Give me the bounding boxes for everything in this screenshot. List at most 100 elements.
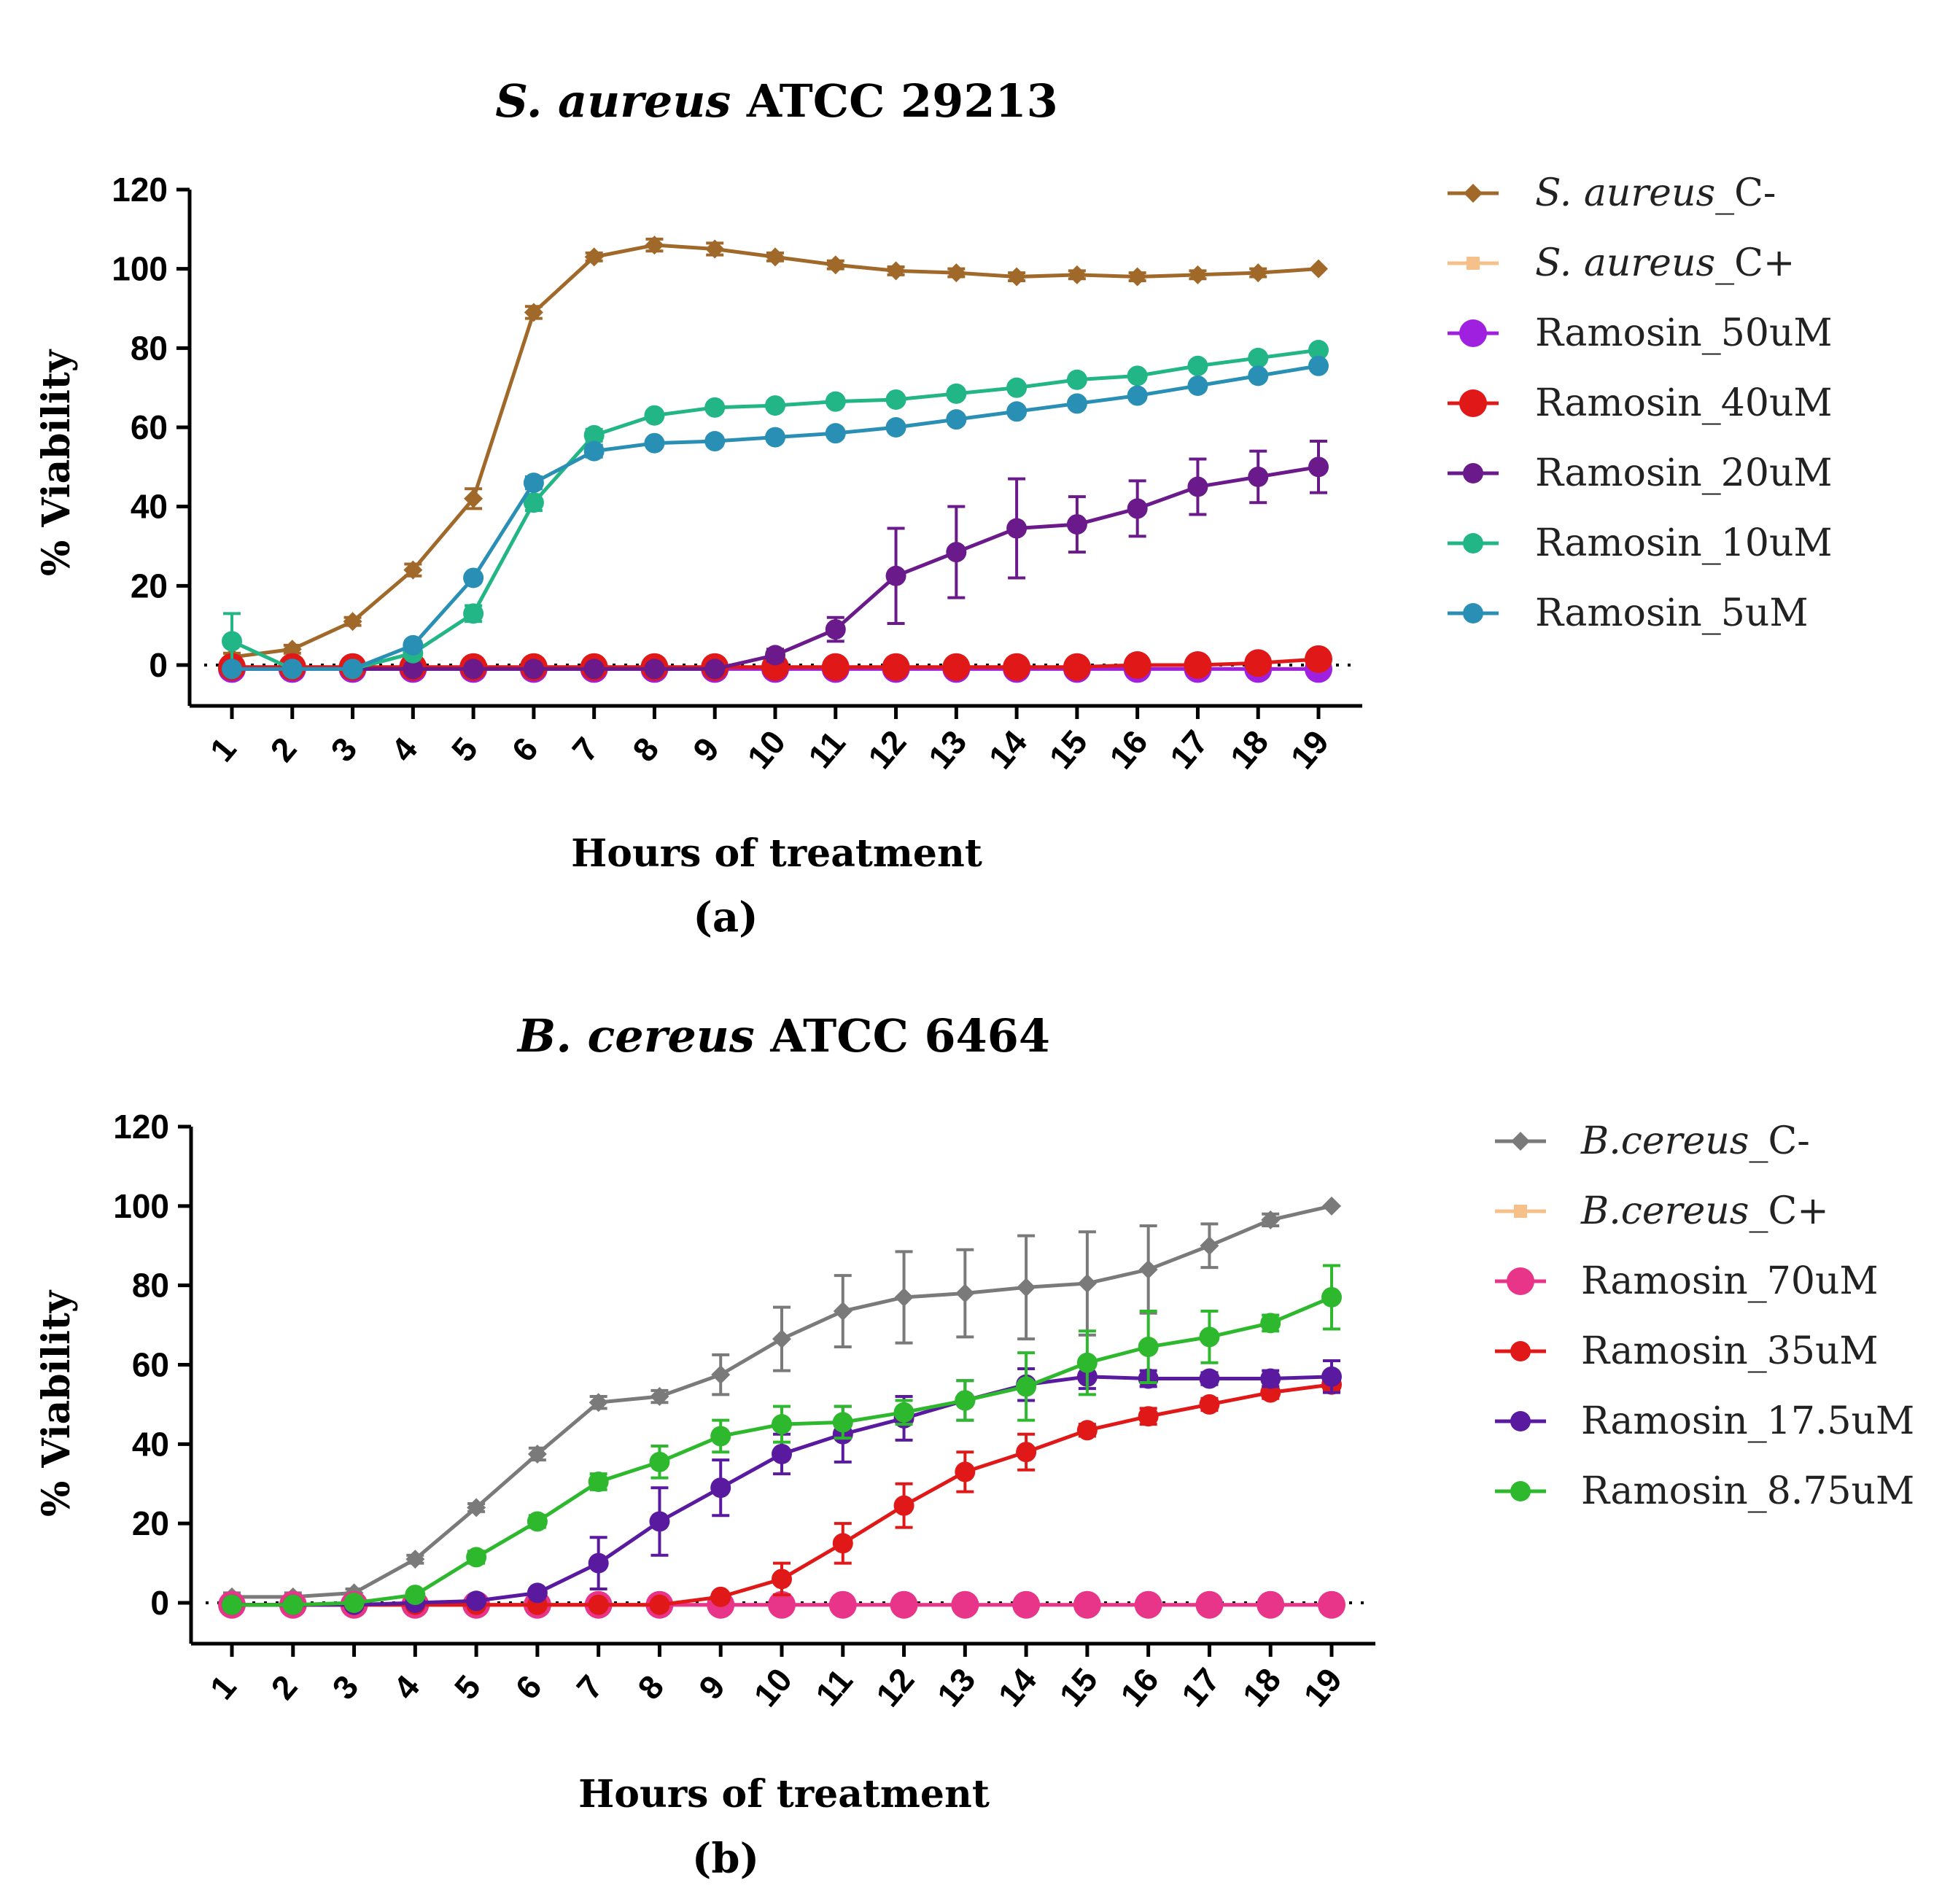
- data-point: [704, 431, 726, 452]
- legend-item: Ramosin_40uM: [1448, 381, 1833, 425]
- x-tick-label: 4: [386, 1668, 427, 1706]
- x-tick-label: 12: [869, 1660, 922, 1714]
- data-point: [710, 1477, 731, 1499]
- data-point: [523, 473, 544, 494]
- series-line: [232, 465, 1319, 671]
- data-point: [765, 427, 785, 448]
- x-tick-label: 14: [981, 723, 1034, 776]
- data-point: [527, 1511, 548, 1532]
- x-tick-label: 8: [625, 730, 666, 769]
- x-tick-label: 3: [323, 730, 364, 769]
- x-tick-label: 2: [263, 1668, 304, 1706]
- legend-label-text: _C+: [1749, 1189, 1828, 1233]
- legend-swatch-marker: [1510, 1341, 1531, 1361]
- data-point: [1260, 1368, 1281, 1389]
- chart-title-b: B. cereus ATCC 6464: [516, 1009, 1050, 1062]
- data-point: [1260, 1313, 1281, 1334]
- data-point: [893, 1495, 914, 1516]
- x-tick-label: 12: [861, 723, 914, 776]
- data-point: [1138, 1259, 1158, 1279]
- data-point: [222, 658, 242, 680]
- data-point: [1248, 365, 1269, 386]
- data-point: [1322, 1196, 1341, 1216]
- x-tick-label: 6: [508, 1668, 548, 1706]
- legend-swatch-marker: [1463, 463, 1483, 483]
- data-point: [1067, 265, 1087, 284]
- x-tick-label: 10: [739, 723, 793, 776]
- data-point: [281, 658, 303, 680]
- legend-label-text: Ramosin_20uM: [1535, 451, 1833, 495]
- legend-label-text: Ramosin_17.5uM: [1581, 1399, 1914, 1443]
- data-point: [282, 640, 302, 659]
- x-tick-label: 7: [569, 1668, 610, 1706]
- data-point: [1257, 1590, 1285, 1619]
- data-point: [1195, 1590, 1224, 1619]
- data-point: [583, 440, 605, 462]
- data-point: [649, 1511, 670, 1532]
- data-point: [833, 1302, 852, 1321]
- data-point: [1127, 267, 1147, 287]
- x-tick-label: 14: [990, 1660, 1044, 1714]
- data-point: [588, 1472, 609, 1493]
- x-tick-label: 2: [263, 730, 303, 769]
- y-axis-title-b: % Viability: [34, 1289, 79, 1517]
- data-point: [463, 658, 484, 680]
- data-point: [1248, 263, 1268, 283]
- data-point: [1308, 456, 1329, 478]
- data-point: [885, 565, 906, 586]
- data-point: [704, 397, 726, 418]
- data-point: [588, 1553, 609, 1574]
- legend-label: S. aureus_C-: [1535, 171, 1776, 215]
- data-point: [893, 1402, 914, 1423]
- legend-label-text: Ramosin_10uM: [1535, 521, 1833, 565]
- data-point: [589, 1393, 608, 1413]
- data-point: [466, 1547, 487, 1568]
- legend-item: Ramosin_35uM: [1495, 1329, 1879, 1373]
- y-tick-label: 0: [149, 646, 168, 684]
- data-point: [955, 1461, 976, 1483]
- data-point: [1016, 1376, 1037, 1397]
- panel-label-a: (a): [693, 893, 758, 941]
- data-point: [405, 1550, 425, 1569]
- legend-label-text: Ramosin_70uM: [1581, 1259, 1879, 1303]
- data-point: [523, 492, 544, 513]
- data-point: [644, 405, 665, 426]
- x-tick-label: 8: [630, 1668, 671, 1706]
- x-tick-label: 6: [504, 730, 545, 769]
- data-point: [882, 653, 910, 681]
- data-point: [772, 1443, 792, 1464]
- x-tick-label: 10: [746, 1660, 799, 1714]
- data-point: [1063, 653, 1091, 681]
- chart-title-a-rest: ATCC 29213: [731, 74, 1057, 128]
- x-tick-label: 5: [447, 1668, 488, 1706]
- data-point: [1066, 369, 1087, 390]
- data-point: [649, 1594, 670, 1615]
- data-point: [1016, 1442, 1037, 1463]
- legend-label-text: Ramosin_8.75uM: [1581, 1469, 1914, 1513]
- legend-label-text: Ramosin_35uM: [1581, 1329, 1879, 1373]
- y-tick-label: 120: [112, 171, 168, 209]
- legend-swatch-marker: [1463, 533, 1483, 553]
- data-point: [765, 645, 785, 666]
- data-point: [583, 658, 605, 680]
- data-point: [1248, 347, 1269, 368]
- data-point: [772, 1569, 792, 1590]
- y-tick-label: 80: [132, 1267, 169, 1305]
- data-point: [466, 1590, 487, 1612]
- data-point: [282, 1594, 303, 1615]
- legend-label: S. aureus_C+: [1535, 241, 1795, 285]
- x-tick-label: 17: [1162, 723, 1216, 776]
- legend-item: Ramosin_70uM: [1495, 1259, 1879, 1303]
- series-line: [231, 243, 1319, 659]
- legend-item: S. aureus_C-: [1448, 171, 1776, 215]
- x-tick-label: 7: [564, 730, 605, 769]
- data-point: [464, 489, 483, 508]
- data-point: [1308, 340, 1329, 361]
- legend-label: Ramosin_17.5uM: [1581, 1399, 1914, 1443]
- legend-label: Ramosin_5uM: [1535, 591, 1809, 635]
- data-point: [1199, 1394, 1220, 1415]
- data-point: [527, 1582, 548, 1604]
- legend-swatch-marker: [1511, 1132, 1530, 1151]
- data-point: [951, 1590, 979, 1619]
